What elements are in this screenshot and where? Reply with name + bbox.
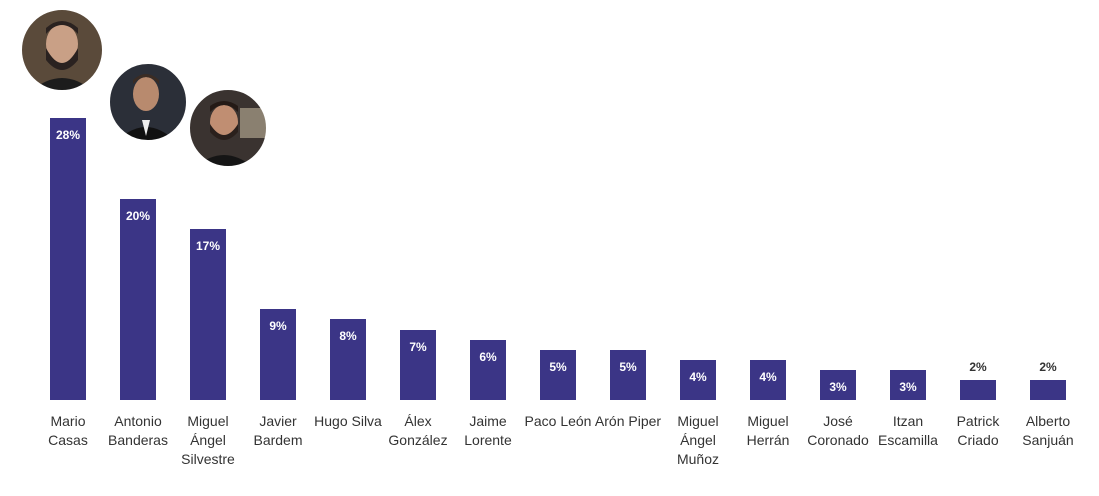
- x-tick-label: Paco León: [524, 413, 592, 429]
- data-label: 3%: [829, 379, 847, 394]
- x-tick-label: Jaime Lorente: [464, 413, 512, 448]
- bar: [750, 359, 786, 400]
- bar: [190, 228, 226, 400]
- bar: [260, 309, 296, 400]
- x-tick-label: José Coronado: [807, 413, 869, 448]
- data-label: 6%: [479, 349, 497, 364]
- bar: [540, 349, 576, 400]
- data-label: 17%: [195, 238, 221, 253]
- x-tick-label: Javier Bardem: [253, 413, 303, 448]
- data-label: 2%: [1039, 359, 1057, 374]
- x-tick-label: Alberto Sanjuán: [1022, 413, 1074, 448]
- data-label: 4%: [689, 369, 707, 384]
- data-label: 5%: [619, 359, 637, 374]
- bar: [330, 319, 366, 400]
- data-label: 7%: [409, 339, 427, 354]
- bar: [820, 369, 856, 400]
- x-tick-label: Arón Piper: [594, 413, 662, 429]
- bar: [1030, 379, 1066, 400]
- bar: [610, 349, 646, 400]
- bar: [120, 198, 156, 400]
- x-tick-label: Hugo Silva: [314, 413, 382, 429]
- portrait: [20, 8, 104, 92]
- data-label: 5%: [549, 359, 567, 374]
- x-tick-label: Mario Casas: [48, 413, 88, 448]
- bar: [400, 329, 436, 400]
- bar: [50, 118, 86, 400]
- x-tick-label: Miguel Herrán: [746, 413, 790, 448]
- x-tick-label: Itzan Escamilla: [878, 413, 938, 448]
- bar: [470, 339, 506, 400]
- data-label: 9%: [269, 319, 287, 334]
- bar: [960, 379, 996, 400]
- data-label: 4%: [759, 369, 777, 384]
- portrait: [188, 88, 268, 168]
- x-tick-label: Antonio Banderas: [108, 413, 168, 448]
- data-label: 3%: [899, 379, 917, 394]
- bar: [680, 359, 716, 400]
- data-label: 2%: [969, 359, 987, 374]
- bar: [890, 369, 926, 400]
- x-tick-label: Miguel Ángel Muñoz: [676, 413, 720, 467]
- x-tick-label: Álex González: [388, 413, 448, 448]
- x-tick-label: Patrick Criado: [956, 413, 1000, 448]
- x-tick-label: Miguel Ángel Silvestre: [181, 413, 235, 467]
- data-label: 8%: [339, 329, 357, 344]
- data-label: 28%: [55, 128, 81, 142]
- portrait: [108, 62, 188, 142]
- data-label: 20%: [125, 208, 151, 223]
